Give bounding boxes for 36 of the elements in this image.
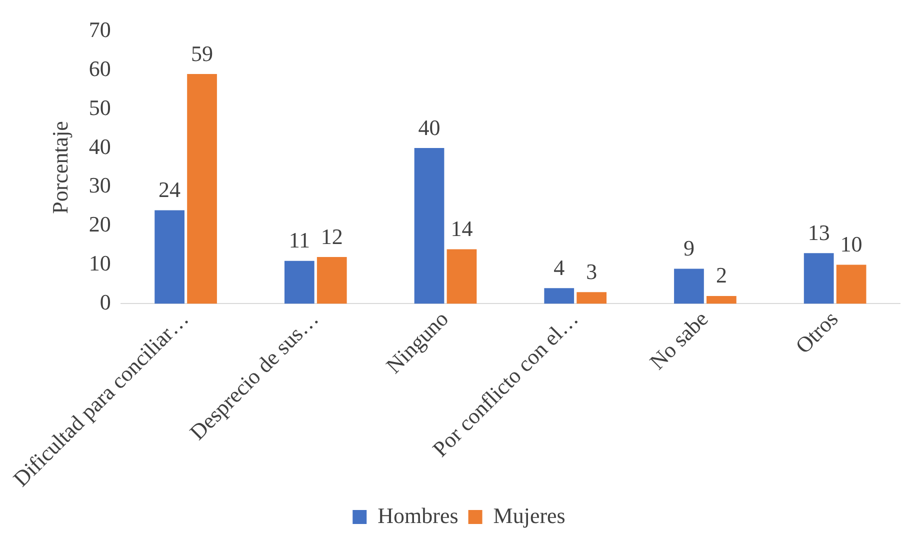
data-label: 11 bbox=[288, 228, 310, 253]
bar bbox=[576, 292, 607, 304]
data-label: 24 bbox=[158, 177, 181, 202]
bar bbox=[414, 148, 444, 304]
y-tick-label: 50 bbox=[88, 94, 111, 120]
bar bbox=[284, 260, 314, 304]
data-label: 13 bbox=[808, 220, 830, 245]
y-axis-title: Porcentaje bbox=[47, 121, 72, 214]
data-label: 14 bbox=[450, 216, 473, 242]
bar bbox=[446, 249, 477, 304]
y-tick-label: 30 bbox=[88, 172, 111, 198]
data-label: 59 bbox=[191, 40, 214, 66]
y-tick-label: 60 bbox=[88, 56, 111, 81]
legend-label: Mujeres bbox=[493, 502, 566, 528]
y-tick-label: 20 bbox=[88, 212, 111, 237]
data-label: 40 bbox=[418, 114, 440, 140]
bar bbox=[544, 288, 574, 304]
data-label: 12 bbox=[320, 224, 343, 249]
bar bbox=[836, 264, 866, 304]
bar bbox=[674, 268, 704, 304]
bar bbox=[154, 210, 184, 304]
y-tick-label: 10 bbox=[88, 250, 111, 276]
y-tick-label: 40 bbox=[88, 134, 111, 159]
data-label: 3 bbox=[586, 258, 598, 284]
data-label: 9 bbox=[683, 235, 694, 260]
x-tick-label: No sabe bbox=[644, 306, 713, 374]
bar bbox=[706, 296, 736, 304]
y-tick-label: 70 bbox=[88, 16, 111, 42]
legend-label: Hombres bbox=[378, 502, 458, 528]
y-tick-label: 0 bbox=[100, 290, 111, 315]
data-label: 10 bbox=[840, 232, 862, 257]
data-label: 4 bbox=[554, 254, 565, 280]
bar bbox=[187, 74, 217, 304]
bar bbox=[804, 253, 834, 304]
bar bbox=[316, 257, 347, 304]
data-label: 2 bbox=[716, 262, 727, 288]
